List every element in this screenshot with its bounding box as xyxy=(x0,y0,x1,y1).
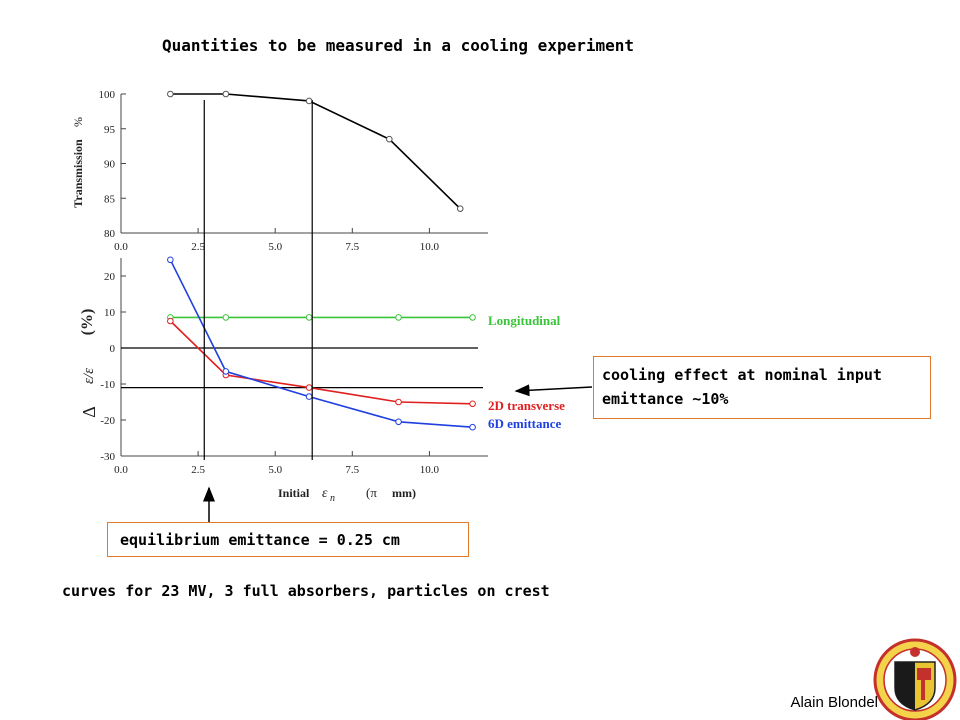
callout-right: cooling effect at nominal input emittanc… xyxy=(593,356,931,419)
data-point xyxy=(167,256,174,264)
y-tick-label: -10 xyxy=(100,379,115,391)
data-point xyxy=(167,317,174,325)
y-tick-label: 20 xyxy=(104,271,116,283)
data-point xyxy=(386,135,393,143)
author-name: Alain Blondel xyxy=(790,694,878,711)
legend-label: 2D transverse xyxy=(488,398,565,413)
x-tick-label: 10.0 xyxy=(420,241,440,253)
y-tick-label: 10 xyxy=(104,307,116,319)
callout-bottom-text: equilibrium emittance = 0.25 cm xyxy=(120,531,400,549)
y-tick-label: 95 xyxy=(104,124,116,136)
data-point xyxy=(305,314,313,321)
x-axis-symbol-sub: n xyxy=(330,493,335,504)
data-point xyxy=(395,418,402,426)
x-tick-label: 7.5 xyxy=(345,464,359,476)
x-tick-label: 5.0 xyxy=(268,464,282,476)
x-tick-label: 0.0 xyxy=(114,464,128,476)
x-axis-unit-right: mm) xyxy=(392,486,416,500)
x-tick-label: 2.5 xyxy=(191,241,205,253)
data-point xyxy=(222,90,230,98)
callout-right-arrow xyxy=(514,384,593,397)
y-axis-unit: % xyxy=(71,117,85,127)
data-point xyxy=(305,97,313,105)
y-tick-label: -30 xyxy=(100,451,115,463)
x-tick-label: 5.0 xyxy=(268,241,282,253)
x-tick-label: 7.5 xyxy=(345,241,359,253)
x-tick-label: 2.5 xyxy=(191,464,205,476)
x-axis-label: Initial xyxy=(278,486,310,500)
y-axis-label-unit: (%) xyxy=(79,309,96,336)
data-point xyxy=(469,314,476,321)
y-tick-label: 80 xyxy=(104,228,116,240)
callout-right-line-2: emittance ~10% xyxy=(602,390,729,408)
data-point xyxy=(395,314,402,321)
y-axis-label-ratio: ε/ε xyxy=(81,368,97,384)
data-point xyxy=(469,400,476,408)
slide-title: Quantities to be measured in a cooling e… xyxy=(162,36,635,55)
y-tick-label: 100 xyxy=(99,89,116,101)
x-tick-label: 0.0 xyxy=(114,241,128,253)
y-tick-label: 0 xyxy=(110,343,116,355)
data-point xyxy=(305,393,313,400)
bottom-note: curves for 23 MV, 3 full absorbers, part… xyxy=(62,582,550,600)
series-line xyxy=(170,93,461,210)
y-tick-label: -20 xyxy=(100,415,115,427)
x-tick-label: 10.0 xyxy=(420,464,440,476)
legend-label: 6D emittance xyxy=(488,416,562,431)
data-point xyxy=(222,368,230,375)
data-point xyxy=(456,205,464,212)
callout-right-line-1: cooling effect at nominal input xyxy=(602,366,882,384)
x-axis-symbol: ε xyxy=(322,486,328,501)
legend-label: Longitudinal xyxy=(488,313,561,328)
y-tick-label: 85 xyxy=(104,193,116,205)
y-axis-label: Transmission xyxy=(71,139,85,208)
data-point xyxy=(305,384,313,391)
data-point xyxy=(395,398,402,406)
data-point xyxy=(469,423,476,431)
y-axis-label-delta: Δ xyxy=(79,406,99,418)
x-axis-unit-left: (π xyxy=(366,485,377,500)
data-point xyxy=(222,314,230,321)
callout-bottom: equilibrium emittance = 0.25 cm xyxy=(107,522,469,557)
y-tick-label: 90 xyxy=(104,159,116,171)
emittance-change-chart: 0.0 2.5 5.0 7.5 10.0 -30 -20 -10 0 10 20 Longitudin… xyxy=(79,256,565,504)
data-point xyxy=(167,90,174,98)
series-line xyxy=(169,320,473,405)
transmission-chart: 0.0 2.5 5.0 7.5 10.0 80 85 90 95 100 Transmission% xyxy=(71,89,488,253)
